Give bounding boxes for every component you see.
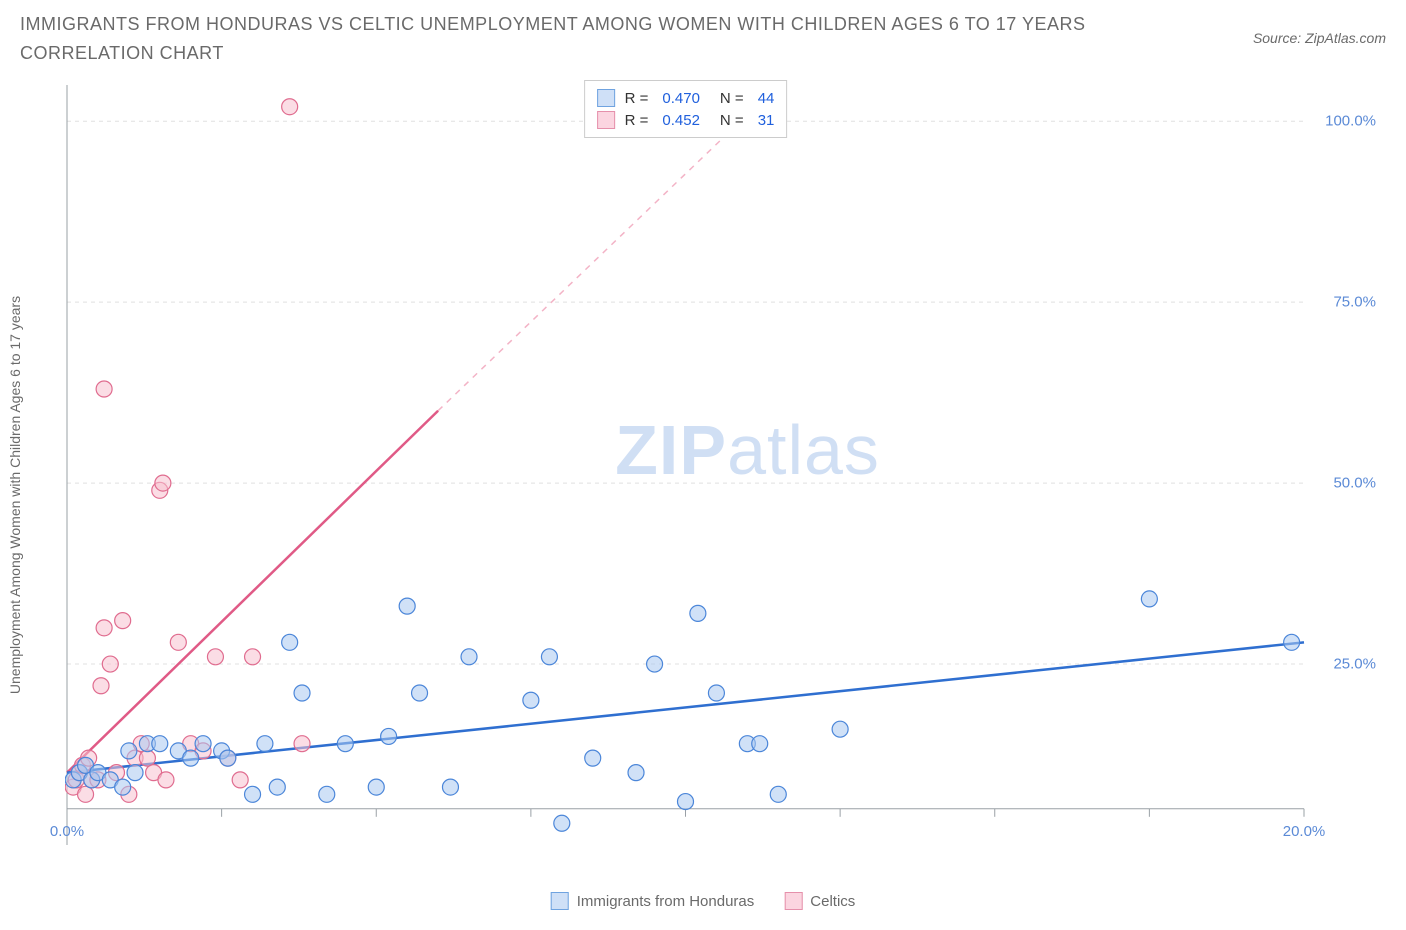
data-point — [121, 743, 137, 759]
y-axis-label: Unemployment Among Women with Children A… — [7, 296, 23, 694]
data-point — [381, 728, 397, 744]
stats-swatch-series1 — [597, 89, 615, 107]
data-point — [282, 634, 298, 650]
stats-r-label-1: R = — [625, 90, 649, 107]
data-point — [183, 750, 199, 766]
data-point — [1284, 634, 1300, 650]
data-point — [158, 772, 174, 788]
x-tick-label: 20.0% — [1283, 823, 1326, 840]
data-point — [554, 815, 570, 831]
data-point — [399, 598, 415, 614]
data-point — [102, 656, 118, 672]
data-point — [207, 649, 223, 665]
data-point — [412, 685, 428, 701]
source-attribution: Source: ZipAtlas.com — [1253, 10, 1386, 46]
legend-label-series1: Immigrants from Honduras — [577, 893, 755, 910]
data-point — [127, 765, 143, 781]
data-point — [195, 736, 211, 752]
chart-header: IMMIGRANTS FROM HONDURAS VS CELTIC UNEMP… — [0, 0, 1406, 68]
watermark-atlas: atlas — [727, 411, 880, 489]
x-tick-label: 0.0% — [50, 823, 84, 840]
data-point — [368, 779, 384, 795]
stats-n-value-2: 31 — [758, 112, 775, 129]
data-point — [1141, 591, 1157, 607]
y-tick-label: 50.0% — [1333, 475, 1376, 492]
data-point — [294, 736, 310, 752]
data-point — [770, 786, 786, 802]
data-point — [752, 736, 768, 752]
data-point — [245, 649, 261, 665]
data-point — [232, 772, 248, 788]
legend: Immigrants from Honduras Celtics — [551, 892, 856, 910]
stats-n-value-1: 44 — [758, 90, 775, 107]
chart-title: IMMIGRANTS FROM HONDURAS VS CELTIC UNEMP… — [20, 10, 1120, 68]
data-point — [294, 685, 310, 701]
legend-item-series2: Celtics — [784, 892, 855, 910]
chart-container: Unemployment Among Women with Children A… — [20, 80, 1386, 910]
data-point — [139, 750, 155, 766]
y-tick-label: 25.0% — [1333, 656, 1376, 673]
data-point — [461, 649, 477, 665]
data-point — [245, 786, 261, 802]
stats-row-series1: R = 0.470 N = 44 — [597, 87, 775, 109]
stats-r-value-1: 0.470 — [662, 90, 700, 107]
data-point — [96, 381, 112, 397]
data-point — [442, 779, 458, 795]
data-point — [269, 779, 285, 795]
data-point — [78, 786, 94, 802]
data-point — [170, 634, 186, 650]
watermark-zip: ZIP — [615, 411, 727, 489]
stats-swatch-series2 — [597, 111, 615, 129]
data-point — [115, 613, 131, 629]
y-tick-label: 100.0% — [1325, 113, 1376, 130]
data-point — [93, 678, 109, 694]
legend-swatch-series1 — [551, 892, 569, 910]
data-point — [337, 736, 353, 752]
data-point — [541, 649, 557, 665]
legend-swatch-series2 — [784, 892, 802, 910]
watermark: ZIPatlas — [615, 410, 880, 490]
legend-label-series2: Celtics — [810, 893, 855, 910]
legend-item-series1: Immigrants from Honduras — [551, 892, 755, 910]
data-point — [115, 779, 131, 795]
data-point — [155, 475, 171, 491]
data-point — [152, 736, 168, 752]
plot-area: ZIPatlas R = 0.470 N = 44 R = 0.452 N = … — [65, 80, 1306, 850]
data-point — [832, 721, 848, 737]
data-point — [96, 620, 112, 636]
stats-n-label-2: N = — [720, 112, 744, 129]
stats-r-value-2: 0.452 — [662, 112, 700, 129]
data-point — [282, 99, 298, 115]
correlation-stats-box: R = 0.470 N = 44 R = 0.452 N = 31 — [584, 80, 788, 138]
stats-row-series2: R = 0.452 N = 31 — [597, 109, 775, 131]
data-point — [220, 750, 236, 766]
data-point — [708, 685, 724, 701]
data-point — [678, 794, 694, 810]
data-point — [257, 736, 273, 752]
stats-r-label-2: R = — [625, 112, 649, 129]
data-point — [690, 605, 706, 621]
data-point — [628, 765, 644, 781]
data-point — [523, 692, 539, 708]
data-point — [585, 750, 601, 766]
stats-n-label-1: N = — [720, 90, 744, 107]
data-point — [647, 656, 663, 672]
data-point — [319, 786, 335, 802]
y-tick-label: 75.0% — [1333, 294, 1376, 311]
